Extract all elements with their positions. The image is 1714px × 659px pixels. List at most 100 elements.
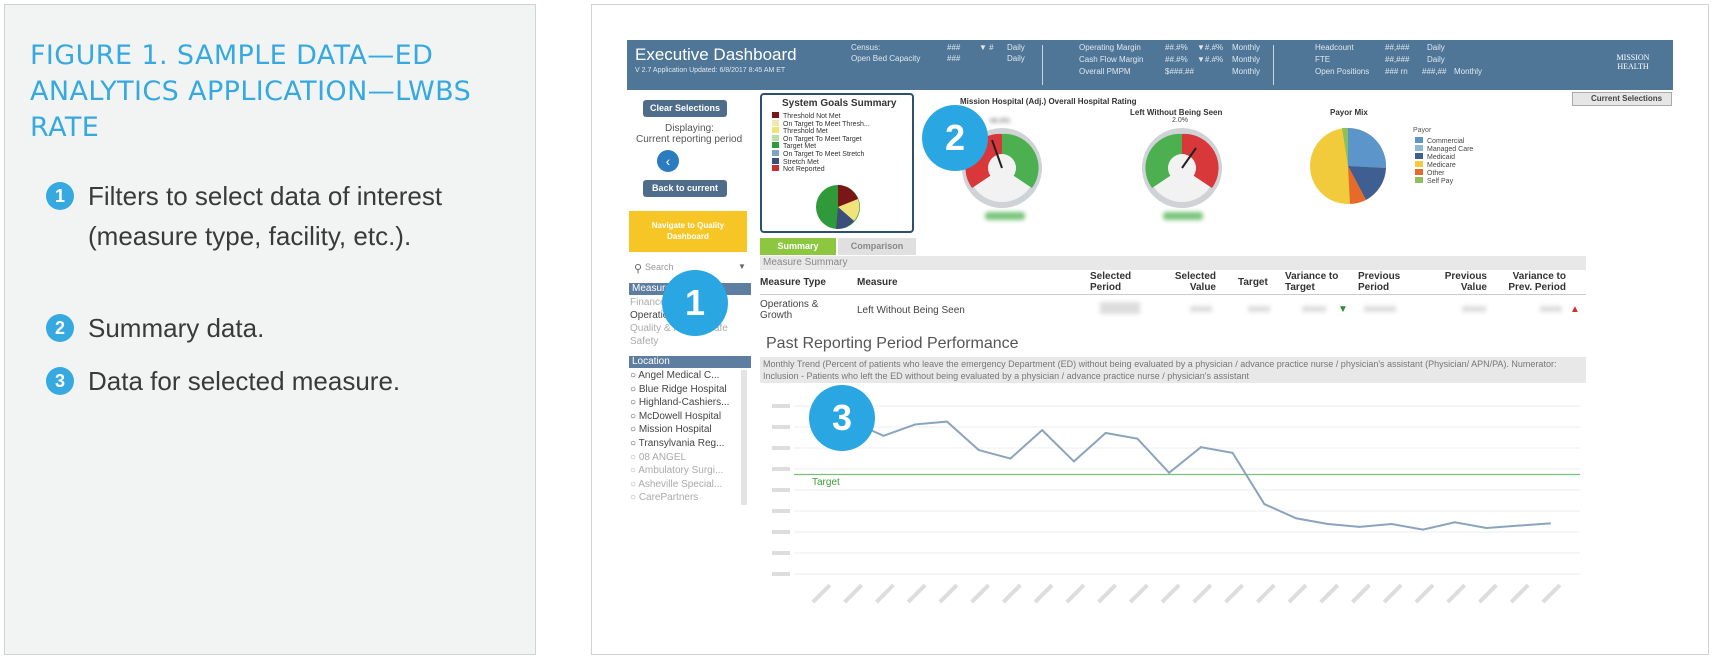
- legend-label: Self Pay: [1427, 178, 1454, 185]
- blurred-x-label: [1128, 583, 1149, 604]
- figure-title: FIGURE 1. SAMPLE DATA—ED ANALYTICS APPLI…: [30, 40, 472, 143]
- blurred-x-label: [874, 583, 895, 604]
- trend-description: Monthly Trend (Percent of patients who l…: [760, 357, 1586, 383]
- data-point: [1390, 522, 1393, 525]
- search-placeholder: Search: [645, 262, 674, 272]
- callout-2: 2: [922, 105, 988, 171]
- measure-type-item[interactable]: Finance: [630, 297, 666, 308]
- legend-swatch: [1415, 153, 1423, 159]
- census-arrow: ▼ #: [979, 43, 994, 52]
- data-point: [945, 420, 948, 423]
- op-margin-label: Operating Margin: [1079, 43, 1141, 52]
- back-arrow-icon[interactable]: ‹: [657, 150, 679, 172]
- legend-item-3: 3 Data for selected measure.: [46, 361, 516, 401]
- location-item[interactable]: ○ Ambulatory Surgi...: [630, 465, 724, 477]
- census-value: ###: [947, 43, 961, 52]
- row-measure[interactable]: Left Without Being Seen: [857, 305, 965, 316]
- payor-legend-title: Payor: [1413, 127, 1432, 134]
- displaying-label: Displaying:: [665, 123, 714, 134]
- location-item[interactable]: ○ CarePartners: [630, 492, 699, 504]
- navigate-quality-button[interactable]: Navigate to Quality Dashboard: [629, 211, 747, 252]
- data-point: [1009, 457, 1012, 460]
- legend-swatch: [772, 134, 779, 141]
- legend-label: Managed Care: [1427, 146, 1474, 153]
- payor-legend-item: Medicare: [1415, 161, 1456, 169]
- blurred-x-label: [1097, 583, 1117, 604]
- search-input[interactable]: Search: [631, 259, 751, 276]
- dashboard-title: Executive Dashboard: [635, 45, 797, 64]
- blurred-x-label: [1509, 583, 1530, 604]
- past-performance-title: Past Reporting Period Performance: [766, 335, 1019, 352]
- blurred-x-label: [1541, 583, 1562, 604]
- current-selections-button[interactable]: Current Selections: [1572, 92, 1672, 106]
- data-point: [1104, 431, 1107, 434]
- gauge-value-2: 2.0%: [1172, 117, 1188, 124]
- pmpm-value: $###.##: [1165, 67, 1194, 76]
- blurred-cell: [1248, 306, 1270, 312]
- lwbs-gauge: [1142, 128, 1222, 208]
- version-text: V 2.7 Application Updated: 6/8/2017 8:45…: [635, 67, 786, 74]
- legend-label: On Target To Meet Thresh...: [783, 120, 870, 128]
- legend-swatch: [772, 127, 779, 134]
- op-margin-arrow: ▼#.#%: [1197, 43, 1224, 52]
- blurred-x-label: [1319, 583, 1340, 604]
- system-goals-panel: System Goals Summary Threshold Not Met On…: [760, 93, 914, 233]
- open-positions-value2: ###,##: [1422, 67, 1447, 76]
- bed-value: ###: [947, 54, 961, 63]
- census-freq: Daily: [1007, 43, 1025, 52]
- blurred-tick-label: [772, 530, 790, 534]
- col-variance-prev: Variance to Prev. Period: [1508, 271, 1566, 293]
- location-item[interactable]: ○ 08 ANGEL: [630, 451, 687, 463]
- legend-swatch: [772, 112, 779, 118]
- blurred-x-label: [1033, 583, 1054, 604]
- legend-label: Threshold Not Met: [783, 113, 841, 120]
- payor-legend-item: Managed Care: [1415, 145, 1473, 153]
- callout-3: 3: [809, 385, 875, 451]
- location-item[interactable]: ○ Transylvania Reg...: [630, 438, 725, 449]
- legend-text: Filters to select data of interest (meas…: [88, 181, 443, 251]
- current-selections-label: Current Selections: [1591, 94, 1663, 103]
- blurred-x-label: [811, 583, 832, 604]
- op-margin-value: ##.#%: [1165, 43, 1188, 52]
- location-item[interactable]: ○ Asheville Special...: [630, 478, 723, 490]
- number-badge: 2: [46, 314, 74, 342]
- legend-label: On Target To Meet Stretch: [783, 151, 865, 158]
- divider: [1042, 45, 1043, 85]
- location-item[interactable]: ○ McDowell Hospital: [630, 410, 722, 422]
- clear-selections-button[interactable]: Clear Selections: [643, 100, 727, 117]
- fte-label: FTE: [1315, 55, 1331, 64]
- col-selected-period: Selected Period: [1090, 271, 1132, 293]
- number-badge: 3: [46, 367, 74, 395]
- data-point: [1453, 521, 1456, 524]
- legend-swatch: [1415, 137, 1423, 143]
- legend-label: Commercial: [1427, 138, 1465, 145]
- cash-value: ##.#%: [1165, 55, 1188, 64]
- data-point: [1263, 503, 1266, 506]
- location-item[interactable]: ○ Blue Ridge Hospital: [630, 383, 727, 395]
- data-point: [977, 449, 980, 452]
- col-measure-type: Measure Type: [760, 277, 826, 288]
- system-goals-legend-item: On Target To Meet Thresh...: [772, 119, 870, 128]
- census-label: Census:: [851, 43, 881, 52]
- payor-legend-item: Commercial: [1415, 137, 1464, 145]
- data-point: [1422, 528, 1425, 531]
- cash-freq: Monthly: [1232, 55, 1261, 64]
- row-measure-type[interactable]: Operations & Growth: [760, 299, 819, 321]
- chevron-down-icon[interactable]: ▼: [738, 262, 746, 271]
- data-point: [914, 423, 917, 426]
- tab-summary[interactable]: Summary: [760, 238, 836, 255]
- legend-label: Medicare: [1427, 162, 1456, 169]
- legend-text: Summary data.: [88, 313, 265, 343]
- pmpm-label: Overall PMPM: [1079, 67, 1131, 76]
- tab-comparison[interactable]: Comparison: [838, 238, 916, 255]
- location-item[interactable]: ○ Mission Hospital: [630, 424, 712, 436]
- blurred-cell: [1100, 302, 1140, 314]
- location-item[interactable]: ○ Angel Medical C...: [630, 370, 720, 381]
- target-label: Target: [812, 477, 840, 488]
- location-scrollbar[interactable]: [741, 370, 747, 505]
- gauge-title-1: Mission Hospital (Adj.) Overall Hospital…: [960, 97, 1137, 106]
- measure-type-item[interactable]: Safety: [630, 336, 659, 347]
- location-item[interactable]: ○ Highland-Cashiers...: [630, 397, 730, 409]
- back-to-current-button[interactable]: Back to current: [643, 180, 727, 197]
- up-arrow-icon: ▲: [1570, 304, 1580, 315]
